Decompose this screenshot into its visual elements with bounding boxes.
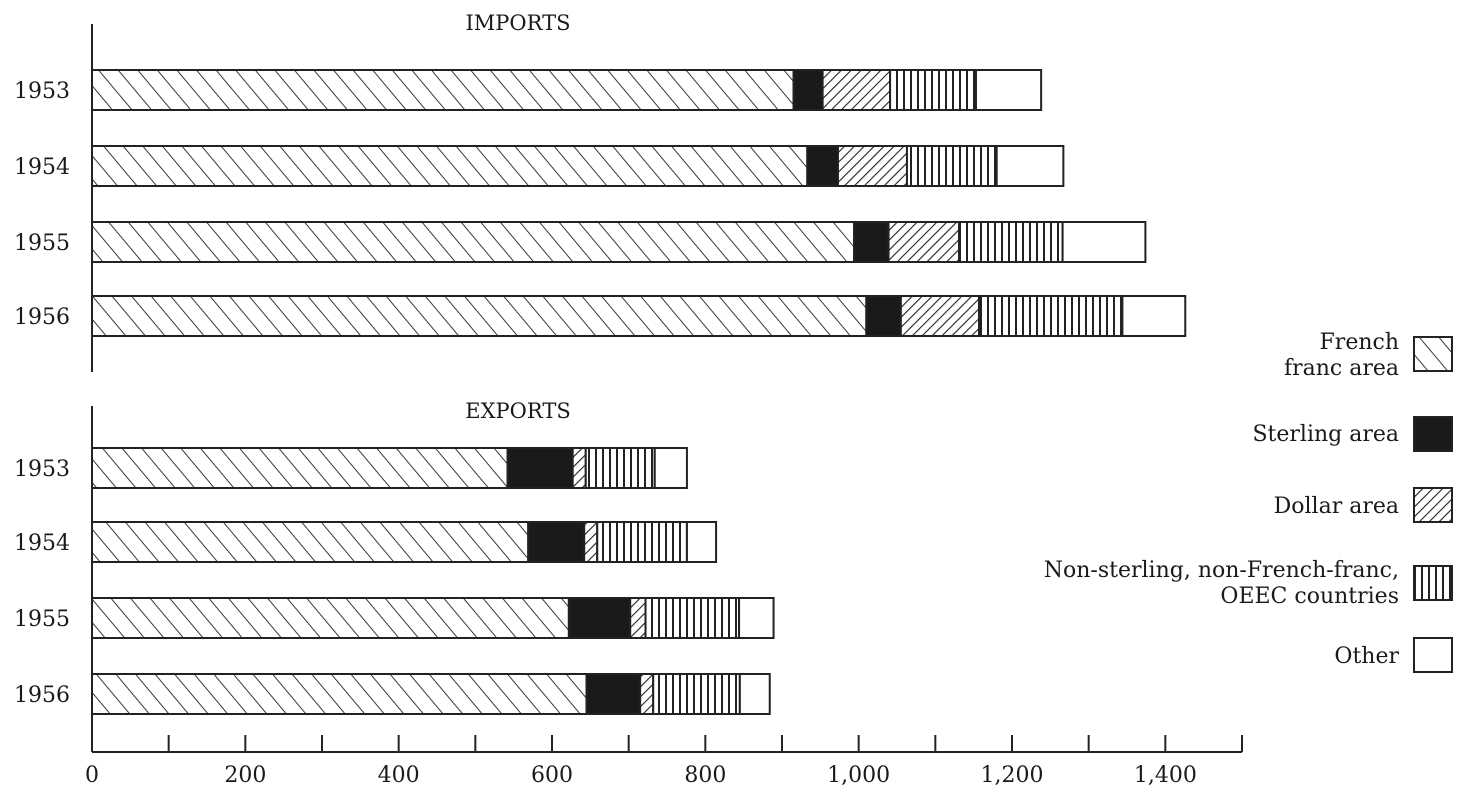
imports-bar-1956-seg-1 <box>865 295 902 337</box>
x-tick-label-800: 800 <box>684 763 726 788</box>
legend-label-1: Sterling area <box>1252 422 1399 447</box>
legend-swatch-0 <box>1413 336 1453 372</box>
exports-bar-1953-seg-4 <box>653 447 688 489</box>
exports-bar-1954-seg-3 <box>596 521 688 563</box>
year-labels: 1953 1954 1955 1956 1953 1954 1955 1956 <box>14 79 70 708</box>
exports-bar-1955-seg-4 <box>738 597 775 639</box>
imports-year-label-1954: 1954 <box>14 155 70 180</box>
x-tick-label-1200: 1,200 <box>981 763 1044 788</box>
legend-swatch-3 <box>1413 565 1453 601</box>
bar-layer <box>91 69 1187 715</box>
imports-bar-1956-seg-0 <box>91 295 868 337</box>
legend-label-3-line-0: Non-sterling, non-French-franc, <box>1044 558 1399 583</box>
imports-bar-1953-seg-3 <box>889 69 977 111</box>
exports-bar-1954-seg-1 <box>527 521 586 563</box>
legend-label-0-line-0: French <box>1320 330 1399 355</box>
exports-title: EXPORTS <box>465 399 570 423</box>
exports-bar-1954-seg-4 <box>685 521 718 563</box>
x-tick-label-400: 400 <box>378 763 420 788</box>
exports-bar-1955-seg-0 <box>91 597 570 639</box>
imports-bar-1953-seg-1 <box>792 69 824 111</box>
exports-bar-1956-seg-1 <box>585 673 642 715</box>
imports-bar-1955-seg-1 <box>853 221 890 263</box>
imports-year-label-1956: 1956 <box>14 305 70 330</box>
exports-bar-1955-seg-2 <box>629 597 647 639</box>
legend-swatch-2 <box>1413 487 1453 523</box>
imports-bar-1956-seg-4 <box>1121 295 1187 337</box>
x-ticks: 0 200 400 600 800 1,000 1,200 1,400 <box>85 735 1243 788</box>
imports-bar-1955-seg-4 <box>1061 221 1147 263</box>
exports-bar-1955-seg-1 <box>567 597 632 639</box>
exports-year-label-1953: 1953 <box>14 457 70 482</box>
exports-bar-1954-seg-2 <box>583 521 599 563</box>
imports-bar-1956-seg-3 <box>978 295 1124 337</box>
imports-bar-1953-seg-2 <box>821 69 892 111</box>
imports-bar-1955-seg-2 <box>887 221 961 263</box>
exports-year-label-1954: 1954 <box>14 531 70 556</box>
imports-bar-1955-seg-0 <box>91 221 856 263</box>
imports-bar-1953-seg-0 <box>91 69 795 111</box>
legend-swatch-1 <box>1413 416 1453 452</box>
exports-bar-1956-seg-0 <box>91 673 588 715</box>
legend-label-3-line-1: OEEC countries <box>1220 584 1399 609</box>
x-tick-label-1000: 1,000 <box>827 763 890 788</box>
x-tick-label-200: 200 <box>224 763 266 788</box>
imports-bar-1954-seg-1 <box>806 145 839 187</box>
imports-bar-1954-seg-2 <box>836 145 908 187</box>
exports-bar-1953-seg-1 <box>506 447 574 489</box>
exports-bar-1956-seg-4 <box>738 673 771 715</box>
imports-bar-1956-seg-2 <box>899 295 981 337</box>
exports-bar-1956-seg-2 <box>639 673 655 715</box>
imports-title: IMPORTS <box>466 11 571 35</box>
exports-bar-1953-seg-3 <box>584 447 656 489</box>
imports-year-label-1953: 1953 <box>14 79 70 104</box>
imports-bar-1955-seg-3 <box>958 221 1064 263</box>
imports-year-label-1955: 1955 <box>14 231 70 256</box>
imports-bar-1954-seg-4 <box>995 145 1065 187</box>
imports-bar-1953-seg-4 <box>974 69 1043 111</box>
x-tick-label-1400: 1,400 <box>1134 763 1197 788</box>
legend-swatch-4 <box>1413 637 1453 673</box>
legend-label-2: Dollar area <box>1274 494 1399 519</box>
x-tick-label-0: 0 <box>85 763 99 788</box>
exports-year-label-1955: 1955 <box>14 607 70 632</box>
exports-bar-1955-seg-3 <box>644 597 741 639</box>
legend-label-0-line-1: franc area <box>1284 356 1399 381</box>
exports-bar-1953-seg-2 <box>571 447 587 489</box>
exports-bar-1953-seg-0 <box>91 447 509 489</box>
x-tick-label-600: 600 <box>531 763 573 788</box>
exports-year-label-1956: 1956 <box>14 683 70 708</box>
exports-bar-1954-seg-0 <box>91 521 530 563</box>
imports-bar-1954-seg-3 <box>905 145 998 187</box>
legend-label-4: Other <box>1334 644 1399 669</box>
exports-bar-1956-seg-3 <box>652 673 741 715</box>
imports-bar-1954-seg-0 <box>91 145 809 187</box>
